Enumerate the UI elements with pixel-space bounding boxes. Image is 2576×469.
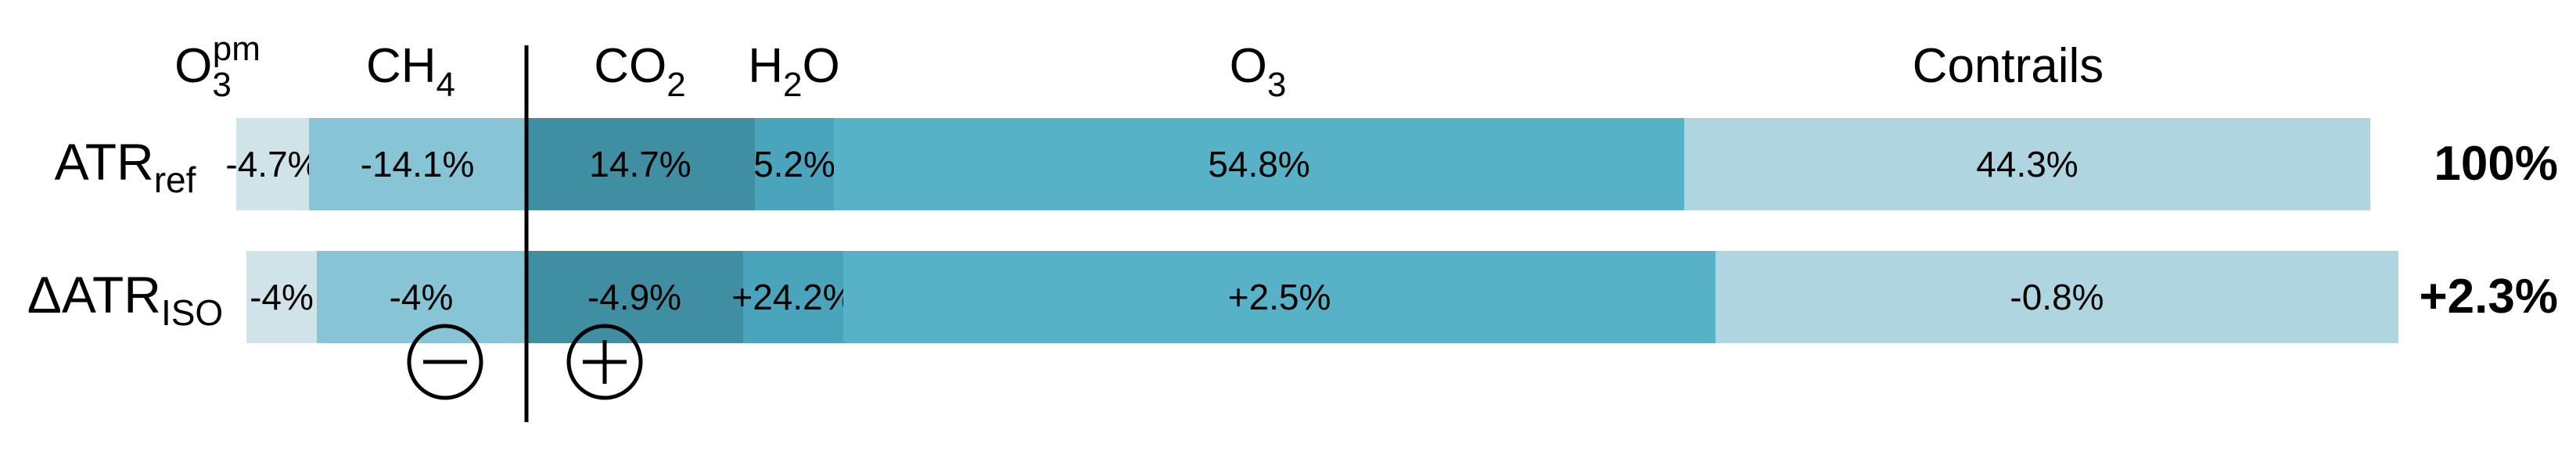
bar-segment-row2-1 [246,251,317,343]
bar-segment-row2-4 [743,251,843,343]
bar-segment-row2-6 [1716,251,2398,343]
bar-segment-row1-6 [1684,118,2370,210]
bar-segment-row1-1 [236,118,309,210]
row-label-2: ΔATRISO [27,266,223,333]
segment-label-row2-1: -4% [250,277,314,317]
bar-segment-row1-3 [526,118,755,210]
segment-label-row1-2: -14.1% [361,144,475,184]
column-header-co2: CO2 [594,39,685,104]
column-header-ch4: CH4 [366,39,455,104]
negative-circle-icon [407,324,483,400]
segment-label-row2-6: -0.8% [2010,277,2104,317]
row-total-1: 100% [2434,137,2558,191]
bar-segment-row1-2 [309,118,526,210]
column-header-h2o: H2O [748,39,840,104]
segment-label-row2-5: +2.5% [1228,277,1331,317]
column-header-o3: O3 [1230,39,1287,104]
row-label-1: ATRref [55,133,196,200]
bar-segment-row2-5 [843,251,1716,343]
positive-circle-icon [566,324,643,400]
bar-segment-row1-4 [755,118,834,210]
segment-label-row1-5: 54.8% [1208,144,1310,184]
segment-label-row2-2: -4% [390,277,454,317]
segment-label-row1-4: 5.2% [753,144,835,184]
segment-label-row1-1: -4.7% [225,144,319,184]
bar-segment-row1-5 [834,118,1684,210]
row-total-2: +2.3% [2419,270,2558,324]
segment-label-row2-3: -4.9% [587,277,681,317]
segment-label-row2-4: +24.2% [731,277,854,317]
column-header-contrails: Contrails [1913,39,2104,93]
bar-segment-row2-3 [526,251,743,343]
bar-segment-row2-2 [317,251,526,343]
column-header-o3: O3pm [174,30,260,104]
segment-label-row1-6: 44.3% [1976,144,2078,184]
segment-label-row1-3: 14.7% [589,144,691,184]
